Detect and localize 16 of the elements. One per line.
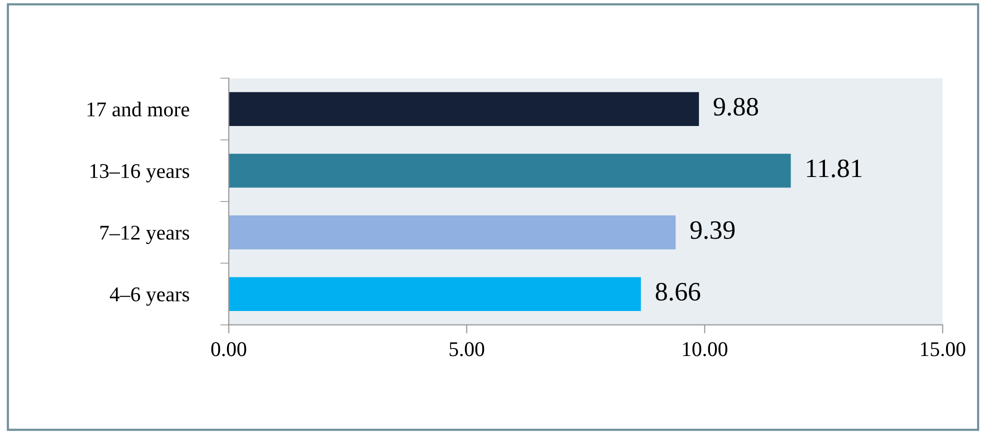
bar [228, 92, 699, 126]
y-tick-label: 7–12 years [100, 226, 190, 244]
y-tick-label: 13–16 years [90, 164, 190, 182]
y-tick-label: 4–6 years [110, 287, 190, 306]
x-tick-label: 5.00 [450, 342, 484, 356]
data-label: 11.81 [807, 159, 862, 178]
x-tick-label: 0.00 [211, 342, 246, 356]
data-label: 8.66 [656, 282, 700, 301]
data-label: 9.39 [690, 221, 735, 240]
data-label: 9.88 [714, 98, 758, 116]
bar [228, 277, 641, 311]
x-tick-label: 10.00 [683, 342, 728, 356]
y-tick-label: 17 and more [88, 102, 190, 116]
x-tick-label: 15.00 [921, 342, 966, 356]
bar [228, 215, 676, 250]
bar [228, 154, 791, 188]
